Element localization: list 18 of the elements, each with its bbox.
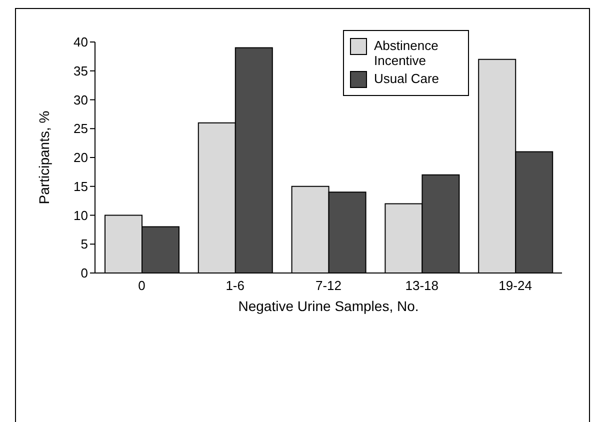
legend-label: Abstinence Incentive xyxy=(374,38,440,68)
x-tick-label: 13-18 xyxy=(405,278,439,294)
y-tick-label: 5 xyxy=(80,236,88,252)
y-tick-label: 30 xyxy=(74,92,88,108)
y-tick-label: 10 xyxy=(74,208,88,223)
x-tick-label: 19-24 xyxy=(498,278,532,294)
x-tick-label: 7-12 xyxy=(315,278,342,294)
y-tick-label: 20 xyxy=(74,150,88,166)
x-tick-label: 0 xyxy=(138,278,146,294)
y-tick-label: 35 xyxy=(74,63,88,78)
y-tick-label: 15 xyxy=(74,178,88,194)
legend-label: Usual Care xyxy=(374,71,440,86)
y-axis-title: Participants, % xyxy=(36,110,52,204)
y-tick-label: 0 xyxy=(80,266,88,281)
x-tick-label: 1-6 xyxy=(226,278,244,294)
y-tick-label: 40 xyxy=(74,34,88,50)
y-tick-label: 25 xyxy=(74,121,88,136)
x-axis-title: Negative Urine Samples, No. xyxy=(238,298,419,314)
